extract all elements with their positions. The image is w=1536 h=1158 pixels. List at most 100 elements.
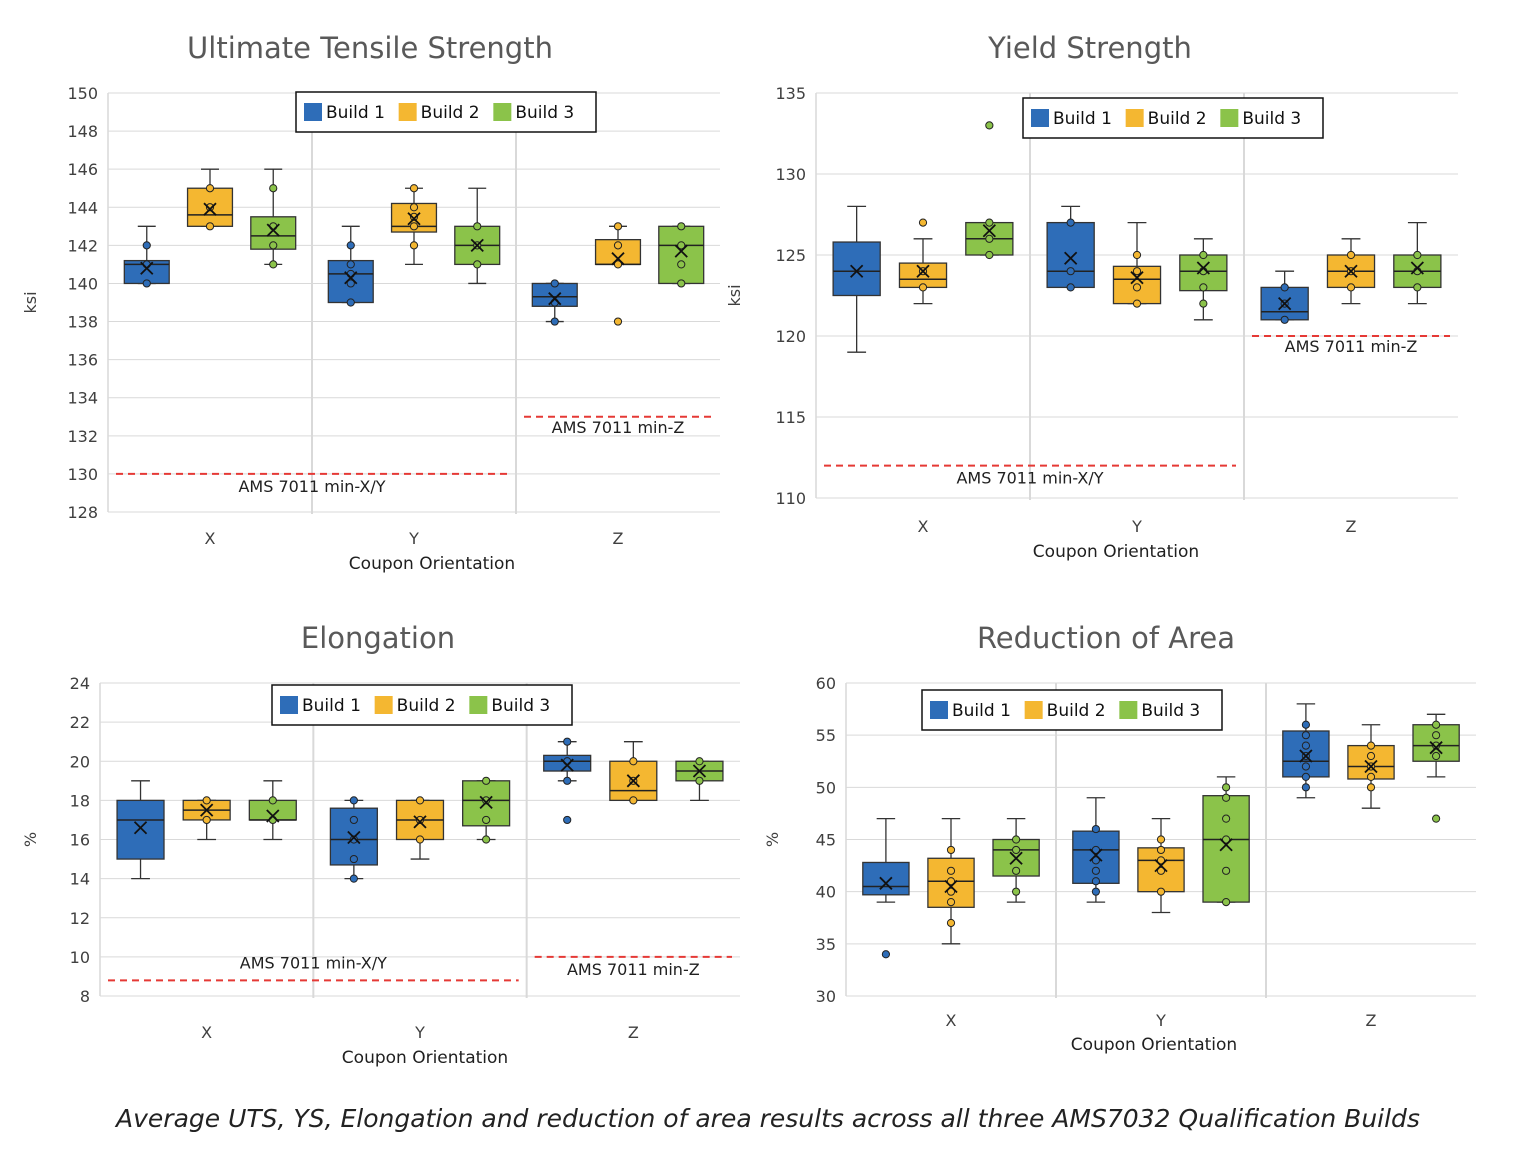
mean-marker — [850, 264, 864, 278]
data-point — [677, 279, 686, 288]
mean-marker — [1064, 251, 1078, 265]
x-axis-label: Coupon Orientation — [349, 554, 515, 574]
mean-marker — [413, 815, 427, 829]
data-point — [677, 260, 686, 269]
data-point — [1156, 887, 1166, 896]
y-tick-label: 30 — [816, 987, 836, 1006]
y-tick-label: 22 — [70, 713, 90, 732]
data-point — [409, 203, 419, 212]
box-build-1-x — [116, 780, 165, 880]
y-axis-label: % — [21, 832, 40, 847]
data-point — [1222, 814, 1231, 823]
legend-label: Build 1 — [326, 103, 385, 123]
data-point — [613, 241, 623, 250]
data-point — [415, 796, 425, 805]
data-point — [677, 241, 686, 250]
chart-panel-3: Elongation 8 10 12 14 16 18 20 22 24% X Y Z Coupon Or… — [21, 621, 740, 1068]
data-point — [409, 241, 419, 250]
box-build-3-x — [965, 121, 1014, 260]
box-build-3-y — [1179, 238, 1228, 321]
data-point — [1091, 824, 1101, 834]
data-point — [613, 222, 623, 231]
mean-marker — [1130, 271, 1144, 285]
x-tick-label: Y — [414, 1023, 425, 1042]
legend-swatch — [1125, 109, 1144, 127]
mean-marker — [674, 244, 688, 258]
legend-swatch — [398, 103, 417, 121]
data-point — [550, 279, 559, 288]
mean-marker — [266, 809, 280, 823]
spec-limit-label: AMS 7011 min-Z — [1285, 337, 1418, 356]
legend-swatch — [469, 696, 488, 714]
x-tick-label: Z — [628, 1023, 639, 1042]
y-tick-label: 144 — [67, 198, 98, 217]
data-point — [985, 234, 994, 243]
y-tick-label: 120 — [775, 327, 806, 346]
mean-marker — [1089, 848, 1103, 862]
data-point — [563, 776, 572, 785]
chart-title: Reduction of Area — [977, 621, 1235, 655]
box-iqr — [116, 799, 165, 860]
chart-legend: Build 1 Build 2 Build 3 — [271, 684, 573, 726]
box-iqr — [594, 238, 642, 266]
mean-marker — [203, 202, 217, 216]
data-point — [1156, 856, 1166, 865]
x-axis-label: Coupon Orientation — [1033, 542, 1199, 562]
box-build-1-y — [1072, 797, 1120, 903]
spec-limit-label: AMS 7011 min-X/Y — [238, 477, 385, 496]
box-build-3-x — [248, 780, 297, 841]
data-point — [946, 866, 956, 875]
data-point — [1132, 283, 1142, 292]
mean-marker — [407, 212, 421, 226]
box-build-3-z — [675, 757, 724, 802]
y-tick-label: 146 — [67, 160, 98, 179]
data-point — [482, 835, 491, 844]
data-point — [1091, 866, 1101, 875]
data-point — [409, 222, 419, 231]
data-point — [946, 918, 956, 928]
mean-marker — [140, 261, 154, 275]
y-tick-label: 148 — [67, 122, 98, 141]
data-point — [1346, 250, 1356, 260]
data-point — [349, 854, 358, 864]
y-tick-label: 125 — [775, 246, 806, 265]
x-tick-label: X — [946, 1011, 957, 1030]
y-tick-label: 16 — [70, 831, 90, 850]
y-tick-label: 40 — [816, 883, 836, 902]
box-build-3-z — [1412, 713, 1460, 823]
data-point — [1301, 741, 1311, 750]
data-point — [946, 898, 956, 907]
x-tick-label: Y — [1131, 517, 1142, 536]
mean-marker — [548, 292, 562, 306]
box-iqr — [658, 225, 705, 285]
box-build-1-y — [327, 225, 374, 307]
chart-legend: Build 1 Build 2 Build 3 — [1022, 97, 1324, 139]
legend-swatch — [1024, 701, 1043, 719]
box-build-2-x — [898, 218, 948, 305]
x-tick-label: Y — [408, 529, 419, 548]
data-point — [946, 877, 956, 886]
data-point — [918, 218, 928, 227]
mean-marker — [916, 264, 930, 278]
x-tick-label: X — [205, 529, 216, 548]
y-tick-label: 138 — [67, 313, 98, 332]
data-point — [1280, 283, 1289, 292]
x-tick-label: Z — [1346, 517, 1357, 536]
data-point — [1156, 845, 1166, 855]
mean-marker — [1278, 296, 1292, 311]
mean-marker — [1196, 261, 1210, 275]
legend-label: Build 2 — [1148, 109, 1207, 129]
data-point — [1413, 250, 1422, 260]
data-point — [1301, 731, 1311, 740]
data-point — [1222, 835, 1231, 844]
data-point — [695, 757, 704, 766]
box-build-3-y — [462, 776, 511, 844]
data-point — [1199, 250, 1208, 260]
data-point — [1012, 887, 1021, 896]
spec-limit-label: AMS 7011 min-Z — [567, 960, 700, 979]
y-tick-label: 115 — [775, 408, 806, 427]
legend-swatch — [1220, 109, 1239, 127]
chart-panel-2: Yield Strength 110 115 120 125 130 135 ksi X Y Z Co… — [725, 31, 1458, 562]
data-point — [473, 260, 482, 269]
